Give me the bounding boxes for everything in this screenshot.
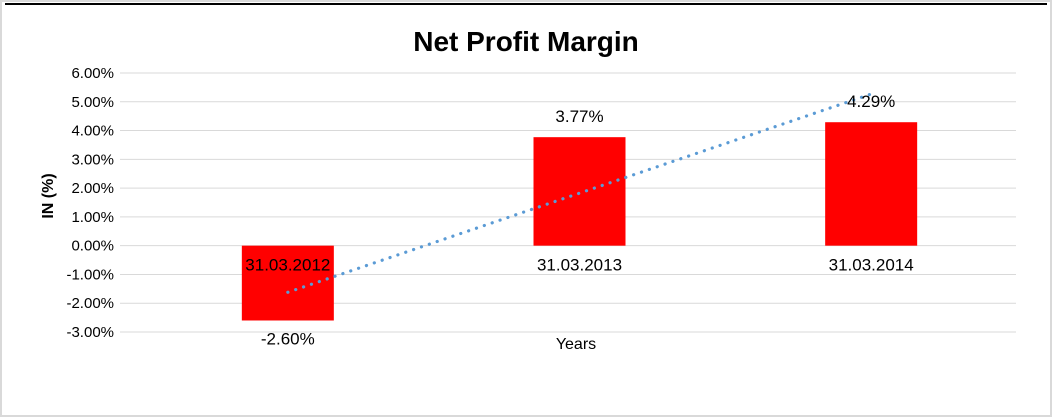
category-label: 31.03.2012 [245,256,330,275]
y-tick-label: -1.00% [66,266,114,283]
category-label: 31.03.2014 [829,256,914,275]
category-label: 31.03.2013 [537,256,622,275]
y-tick-label: 5.00% [71,94,114,111]
y-tick-label: 3.00% [71,151,114,168]
chart-bar[interactable] [241,245,334,321]
chart-bar[interactable] [533,137,626,246]
data-label: 4.29% [847,92,895,111]
y-tick-label: -3.00% [66,324,114,341]
y-tick-label: 2.00% [71,180,114,197]
y-tick-label: 1.00% [71,209,114,226]
chart-title: Net Profit Margin [413,26,639,57]
x-axis-title: Years [555,336,597,353]
data-label: -2.60% [261,329,315,348]
y-tick-label: 0.00% [71,238,114,255]
chart-bar[interactable] [825,122,918,246]
y-tick-label: 4.00% [71,123,114,140]
trendline[interactable] [286,92,873,294]
top-border-rule [5,3,1047,5]
data-label: 3.77% [555,107,603,126]
y-tick-label: -2.00% [66,295,114,312]
y-tick-label: 6.00% [71,65,114,82]
